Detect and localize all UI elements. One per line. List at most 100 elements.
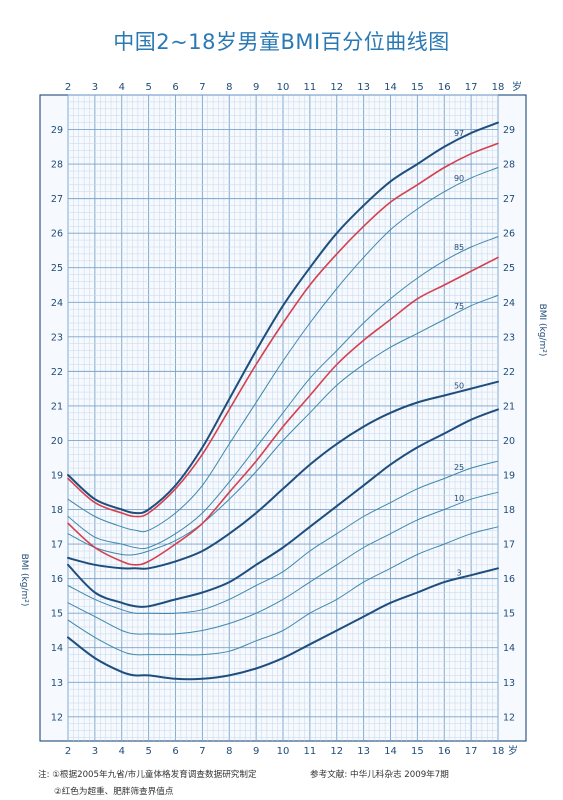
footnote-1: 注: ①根据2005年九省/市儿童体格发育调查数据研究制定 [38, 770, 257, 780]
y-tick-label-right: 18 [503, 505, 515, 516]
x-tick-label-top: 5 [145, 82, 151, 93]
x-tick-label-bottom: 9 [253, 746, 259, 757]
y-axis-label-left: BMI (kg/m²) [19, 554, 29, 607]
x-tick-label-bottom: 17 [465, 746, 478, 757]
series-label: 97 [454, 129, 464, 138]
y-tick-label-left: 13 [51, 678, 63, 689]
x-tick-label-bottom: 15 [411, 746, 424, 757]
y-tick-label-right: 13 [503, 678, 515, 689]
x-tick-label-bottom: 3 [92, 746, 98, 757]
y-tick-label-right: 27 [503, 194, 515, 205]
x-tick-label-top: 15 [411, 82, 424, 93]
x-tick-label-top: 17 [465, 82, 478, 93]
y-tick-label-right: 15 [503, 609, 515, 620]
percentile-line-3 [67, 567, 499, 681]
y-tick-label-left: 14 [51, 643, 63, 654]
x-tick-label-bottom: 18 [492, 746, 505, 757]
x-tick-label-bottom: 4 [119, 746, 125, 757]
x-tick-label-bottom: 16 [438, 746, 451, 757]
y-tick-label-left: 26 [51, 229, 63, 240]
x-tick-label-top: 6 [172, 82, 178, 93]
x-tick-label-top: 8 [226, 82, 232, 93]
y-tick-label-left: 25 [51, 263, 63, 274]
y-tick-label-right: 20 [503, 436, 515, 447]
y-tick-label-left: 22 [51, 367, 63, 378]
x-tick-label-top: 9 [253, 82, 259, 93]
x-tick-label-top: 3 [92, 82, 98, 93]
x-tick-label-top: 11 [304, 82, 317, 93]
series-label: 90 [454, 174, 464, 183]
x-tick-label-top: 18 [492, 82, 505, 93]
percentile-line-red [67, 256, 499, 566]
y-tick-label-left: 17 [51, 540, 63, 551]
y-tick-label-right: 25 [503, 263, 515, 274]
x-tick-label-bottom: 5 [145, 746, 151, 757]
y-tick-label-left: 27 [51, 194, 63, 205]
y-tick-label-left: 19 [51, 471, 63, 482]
x-tick-label-bottom: 12 [330, 746, 343, 757]
x-tick-label-bottom: 11 [304, 746, 317, 757]
y-tick-label-left: 29 [51, 125, 63, 136]
x-tick-label-bottom: 7 [199, 746, 205, 757]
y-tick-label-right: 29 [503, 125, 515, 136]
y-tick-label-left: 21 [51, 401, 63, 412]
y-tick-label-right: 28 [503, 160, 515, 171]
series-label: 50 [454, 382, 464, 391]
percentile-line-75 [67, 294, 499, 556]
y-tick-label-left: 16 [51, 574, 63, 585]
x-axis-label-top: 岁 [512, 80, 522, 93]
y-tick-label-left: 23 [51, 332, 63, 343]
y-tick-label-right: 14 [503, 643, 515, 654]
y-tick-label-right: 16 [503, 574, 515, 585]
y-tick-label-right: 26 [503, 229, 515, 240]
x-tick-label-top: 10 [277, 82, 290, 93]
y-tick-label-left: 12 [51, 712, 63, 723]
series-label: 85 [454, 243, 464, 252]
y-tick-label-left: 20 [51, 436, 63, 447]
percentile-line-10 [67, 491, 499, 635]
percentile-line-85 [67, 236, 499, 550]
x-tick-label-top: 16 [438, 82, 451, 93]
x-tick-label-top: 12 [330, 82, 343, 93]
percentile-line-90 [67, 167, 499, 533]
series-label: 25 [454, 463, 464, 472]
y-tick-label-right: 12 [503, 712, 515, 723]
percentile-line-25 [67, 460, 499, 614]
series-label: 3 [456, 568, 461, 577]
percentile-line-thin-blue [67, 526, 499, 656]
footnote-2: ②红色为超重、肥胖筛查界值点 [54, 787, 174, 797]
x-tick-label-bottom: 6 [172, 746, 178, 757]
y-tick-label-right: 17 [503, 540, 515, 551]
y-tick-label-right: 22 [503, 367, 515, 378]
x-tick-label-top: 13 [357, 82, 370, 93]
x-tick-label-top: 14 [384, 82, 397, 93]
percentile-line-red [67, 142, 499, 518]
y-tick-label-right: 21 [503, 401, 515, 412]
x-tick-label-bottom: 2 [65, 746, 71, 757]
x-tick-label-bottom: 10 [277, 746, 290, 757]
x-tick-label-top: 4 [119, 82, 125, 93]
y-tick-label-left: 28 [51, 160, 63, 171]
series-label: 10 [454, 494, 464, 503]
y-axis-label-right: BMI (kg/m²) [537, 304, 547, 357]
x-tick-label-top: 2 [65, 82, 71, 93]
percentile-line-thick-blue [67, 408, 499, 608]
y-tick-label-left: 24 [51, 298, 63, 309]
y-tick-label-right: 24 [503, 298, 515, 309]
y-tick-label-left: 15 [51, 609, 63, 620]
x-tick-label-top: 7 [199, 82, 205, 93]
x-axis-label-bottom: 岁 [508, 744, 518, 757]
y-tick-label-left: 18 [51, 505, 63, 516]
x-tick-label-bottom: 8 [226, 746, 232, 757]
y-tick-label-right: 23 [503, 332, 515, 343]
percentile-line-97 [67, 121, 499, 515]
percentile-line-50 [67, 380, 499, 570]
chart-title: 中国2~18岁男童BMI百分位曲线图 [113, 30, 450, 54]
y-tick-label-right: 19 [503, 471, 515, 482]
series-label: 75 [454, 302, 464, 311]
x-tick-label-bottom: 14 [384, 746, 397, 757]
reference-note: 参考文献: 中华儿科杂志 2009年7期 [310, 770, 449, 780]
x-tick-label-bottom: 13 [357, 746, 370, 757]
